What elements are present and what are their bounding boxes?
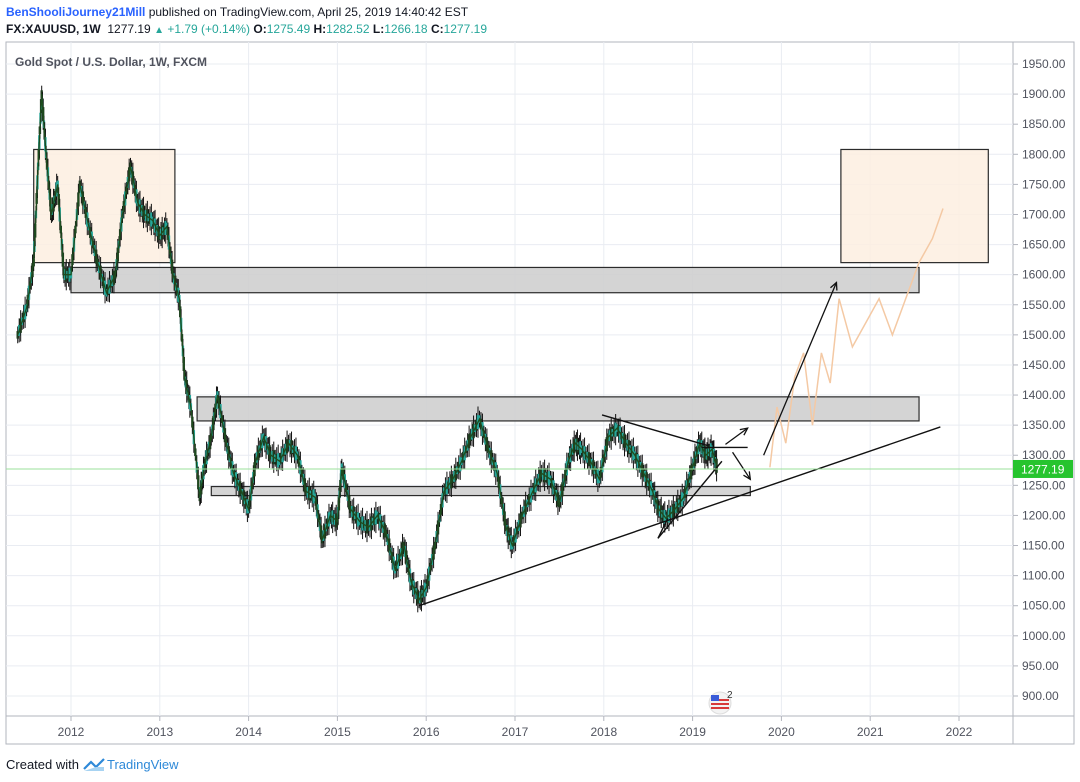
y-tick-label: 1500.00 <box>1022 328 1066 342</box>
y-tick-label: 1900.00 <box>1022 87 1066 101</box>
last-price-text: 1277.19 <box>107 22 151 36</box>
y-tick-label: 1700.00 <box>1022 207 1066 221</box>
open-value: 1275.49 <box>266 22 311 36</box>
high-label: H: <box>313 22 327 36</box>
footer: Created with TradingView <box>6 757 179 772</box>
x-tick-label: 2016 <box>413 725 440 739</box>
x-tick-label: 2017 <box>502 725 529 739</box>
close-label: C: <box>430 22 444 36</box>
zone-grey-resistance-1600 <box>70 266 920 294</box>
long-up-arrow <box>763 282 838 456</box>
long-up-arrow-head <box>830 281 838 291</box>
y-tick-label: 1550.00 <box>1022 298 1066 312</box>
y-tick-label: 1400.00 <box>1022 388 1066 402</box>
price-series-line <box>17 94 719 602</box>
open-label: O: <box>253 22 267 36</box>
projection-path <box>769 208 944 468</box>
y-tick-label: 1350.00 <box>1022 418 1066 432</box>
last-price-badge <box>1013 459 1073 478</box>
x-tick-label: 2020 <box>768 725 795 739</box>
x-tick-label: 2022 <box>946 725 973 739</box>
publish-info: published on TradingView.com, April 25, … <box>148 5 469 19</box>
y-tick-label: 1950.00 <box>1022 57 1066 71</box>
trendline-rising-support-short <box>657 460 723 539</box>
short-down-arrow-head <box>743 471 752 481</box>
tv-watermark-icon: 2 <box>708 690 733 715</box>
time-axis[interactable]: 2012 2013 2014 2015 2016 2017 2018 2019 2020 2021… <box>58 716 973 739</box>
zones <box>33 148 989 497</box>
y-tick-label: 1800.00 <box>1022 147 1066 161</box>
y-tick-label: 1100.00 <box>1022 569 1065 583</box>
trendlines <box>418 281 941 607</box>
y-tick-label: 900.00 <box>1022 689 1059 703</box>
short-up-arrow <box>725 427 749 445</box>
last-price-label: 1277.19 <box>1021 462 1065 476</box>
zone-grey-support-1240 <box>210 485 751 497</box>
x-tick-label: 2019 <box>679 725 706 739</box>
y-tick-label: 1000.00 <box>1022 629 1066 643</box>
x-tick-label: 2014 <box>235 725 262 739</box>
price-axis[interactable]: 1950.00 1900.00 1850.00 1800.00 1750.00 1700.… <box>1013 57 1066 703</box>
y-tick-label: 1650.00 <box>1022 238 1066 252</box>
low-label: L: <box>372 22 385 36</box>
tradingview-logo-icon <box>83 758 105 771</box>
y-tick-label: 1850.00 <box>1022 117 1066 131</box>
last-price-tag: 1277.19 <box>6 459 1073 478</box>
y-tick-label: 1200.00 <box>1022 508 1066 522</box>
y-tick-label: 1150.00 <box>1022 539 1065 553</box>
svg-text:2: 2 <box>727 690 733 701</box>
grid <box>6 42 1013 716</box>
x-tick-label: 2013 <box>146 725 173 739</box>
trendline-triangle-cap <box>657 518 669 539</box>
short-down-arrow <box>732 451 751 480</box>
created-with-text: Created with <box>6 757 79 772</box>
y-tick-label: 950.00 <box>1022 659 1059 673</box>
short-up-arrow-head <box>739 427 749 436</box>
x-tick-label: 2015 <box>324 725 351 739</box>
zone-grey-resistance-1380 <box>196 396 920 422</box>
trendline-descending-top <box>601 414 708 447</box>
tradingview-link[interactable]: TradingView <box>106 757 179 772</box>
chart-frame <box>5 41 1075 745</box>
x-tick-label: 2021 <box>857 725 884 739</box>
x-tick-label: 2018 <box>590 725 617 739</box>
up-triangle-icon: ▲ <box>154 25 164 36</box>
chart-title: Gold Spot / U.S. Dollar, 1W, FXCM <box>15 55 207 69</box>
change-text: +1.79 (+0.14%) <box>167 22 251 36</box>
trendline-rising-support-long <box>418 426 941 607</box>
close-value: 1277.19 <box>443 22 488 36</box>
y-tick-label: 1300.00 <box>1022 448 1066 462</box>
y-tick-label: 1450.00 <box>1022 358 1066 372</box>
y-tick-label: 1250.00 <box>1022 478 1066 492</box>
high-value: 1282.52 <box>326 22 370 36</box>
ohlc-legend: FX:XAUUSD, 1W 1277.19 ▲ +1.79 (+0.14%) O… <box>6 22 487 36</box>
x-tick-label: 2012 <box>58 725 85 739</box>
symbol-label: FX:XAUUSD, 1W <box>6 22 101 36</box>
y-tick-label: 1750.00 <box>1022 177 1066 191</box>
y-tick-label: 1600.00 <box>1022 268 1066 282</box>
publish-header: BenShooliJourney21Mill published on Trad… <box>6 5 468 19</box>
zone-tan-target-right <box>840 148 989 264</box>
y-tick-label: 1050.00 <box>1022 599 1066 613</box>
publisher-username[interactable]: BenShooliJourney21Mill <box>6 5 146 19</box>
low-value: 1266.18 <box>384 22 428 36</box>
